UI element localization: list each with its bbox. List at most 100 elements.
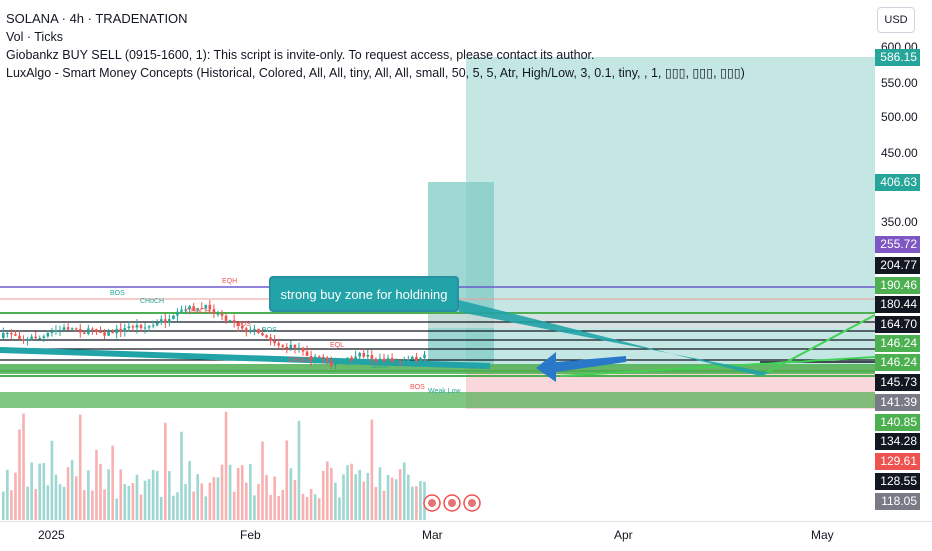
candle-body bbox=[38, 337, 42, 339]
candle-body bbox=[168, 319, 171, 323]
candle-body bbox=[83, 332, 86, 334]
candle-body bbox=[42, 336, 46, 338]
time-axis[interactable]: 2025 Feb Mar Apr May bbox=[0, 521, 932, 551]
event-icon-inner bbox=[468, 499, 476, 507]
volume-bar bbox=[289, 468, 293, 520]
volume-bar bbox=[398, 469, 402, 520]
candle-body bbox=[261, 333, 264, 336]
volume-bar bbox=[46, 485, 50, 520]
volume-bar bbox=[313, 494, 317, 520]
volume-bar bbox=[62, 486, 66, 520]
volume-bar bbox=[236, 467, 240, 520]
price-label: 204.77 bbox=[875, 257, 920, 274]
candle-body bbox=[14, 334, 17, 336]
candle-body bbox=[374, 358, 378, 362]
volume-bar bbox=[220, 464, 224, 520]
candle-body bbox=[159, 319, 163, 323]
volume-bar bbox=[232, 491, 236, 520]
volume-indicator-label[interactable]: Vol · Ticks bbox=[6, 30, 63, 44]
candle-body bbox=[321, 356, 325, 359]
candle-body bbox=[224, 315, 228, 321]
symbol-title[interactable]: SOLANA · 4h · TRADENATION bbox=[6, 11, 188, 26]
volume-bar bbox=[350, 463, 353, 520]
volume-bar bbox=[228, 464, 232, 520]
y-tick-label: 550.00 bbox=[881, 76, 918, 90]
candle-body bbox=[313, 356, 317, 361]
candle-body bbox=[370, 355, 374, 359]
volume-bar bbox=[159, 496, 163, 520]
volume-bar bbox=[200, 483, 204, 520]
candle-body bbox=[6, 332, 9, 334]
candle-body bbox=[95, 329, 98, 332]
volume-bar bbox=[212, 477, 216, 520]
smc-label: EQH bbox=[222, 278, 237, 285]
volume-bar bbox=[2, 491, 5, 520]
smc-label: BOS bbox=[372, 363, 387, 370]
volume-bar bbox=[285, 440, 289, 520]
candle-body bbox=[172, 315, 175, 320]
candle-body bbox=[200, 308, 204, 310]
candle-body bbox=[22, 339, 25, 341]
candle-body bbox=[423, 354, 426, 358]
candle-body bbox=[91, 328, 94, 330]
candle-body bbox=[220, 313, 224, 316]
volume-bar bbox=[30, 462, 33, 520]
volume-bar bbox=[334, 482, 337, 520]
volume-bar bbox=[326, 461, 329, 520]
candle-body bbox=[269, 337, 272, 341]
x-tick-label: Mar bbox=[422, 528, 443, 542]
volume-bar bbox=[10, 490, 13, 520]
candle-body bbox=[346, 357, 349, 361]
candle-body bbox=[245, 328, 248, 333]
volume-bar bbox=[309, 488, 313, 520]
candle-body bbox=[147, 326, 151, 328]
volume-bar bbox=[378, 467, 382, 520]
price-label: 141.39 bbox=[875, 394, 920, 411]
y-tick-label: 500.00 bbox=[881, 110, 918, 124]
volume-bar bbox=[103, 489, 106, 520]
candle-body bbox=[358, 352, 361, 357]
candle-body bbox=[398, 361, 402, 363]
candle-body bbox=[228, 320, 232, 322]
candle-body bbox=[208, 304, 212, 310]
candle-body bbox=[143, 327, 147, 329]
candle-body bbox=[131, 326, 135, 328]
volume-bar bbox=[18, 429, 21, 520]
y-tick-label: 450.00 bbox=[881, 146, 918, 160]
indicator-luxalgo-label[interactable]: LuxAlgo - Smart Money Concepts (Historic… bbox=[6, 66, 745, 80]
candle-body bbox=[289, 344, 293, 349]
volume-bar bbox=[78, 414, 82, 520]
candle-body bbox=[281, 345, 285, 347]
candle-body bbox=[273, 340, 276, 344]
volume-bar bbox=[407, 474, 410, 520]
candle-body bbox=[50, 331, 54, 333]
candle-body bbox=[103, 332, 106, 336]
chart-legend: SOLANA · 4h · TRADENATION Vol · Ticks Gi… bbox=[6, 10, 745, 82]
smc-label: CHoCH bbox=[140, 298, 164, 305]
volume-bar bbox=[321, 470, 325, 520]
candle-body bbox=[34, 336, 37, 339]
candle-body bbox=[236, 322, 240, 327]
volume-bar bbox=[277, 495, 280, 520]
currency-button[interactable]: USD bbox=[877, 7, 915, 33]
volume-bar bbox=[135, 474, 139, 520]
buy-zone-callout[interactable]: strong buy zone for holdining bbox=[269, 276, 459, 312]
volume-bar bbox=[240, 465, 244, 520]
price-label: 134.28 bbox=[875, 433, 920, 450]
candle-body bbox=[301, 347, 305, 352]
event-icon-inner bbox=[428, 499, 436, 507]
volume-bar bbox=[342, 474, 345, 520]
volume-bar bbox=[95, 449, 98, 520]
volume-bar bbox=[107, 469, 110, 520]
volume-bar bbox=[317, 498, 321, 520]
indicator-giobankz-label[interactable]: Giobankz BUY SELL (0915-1600, 1): This s… bbox=[6, 48, 595, 62]
candle-body bbox=[107, 332, 110, 336]
candle-body bbox=[212, 309, 216, 314]
candle-body bbox=[249, 329, 252, 333]
volume-bar bbox=[87, 470, 90, 520]
callout-pointer bbox=[459, 300, 770, 376]
volume-bar bbox=[119, 469, 123, 520]
volume-bar bbox=[273, 476, 276, 520]
volume-bar bbox=[26, 486, 29, 520]
volume-bar bbox=[143, 480, 147, 520]
